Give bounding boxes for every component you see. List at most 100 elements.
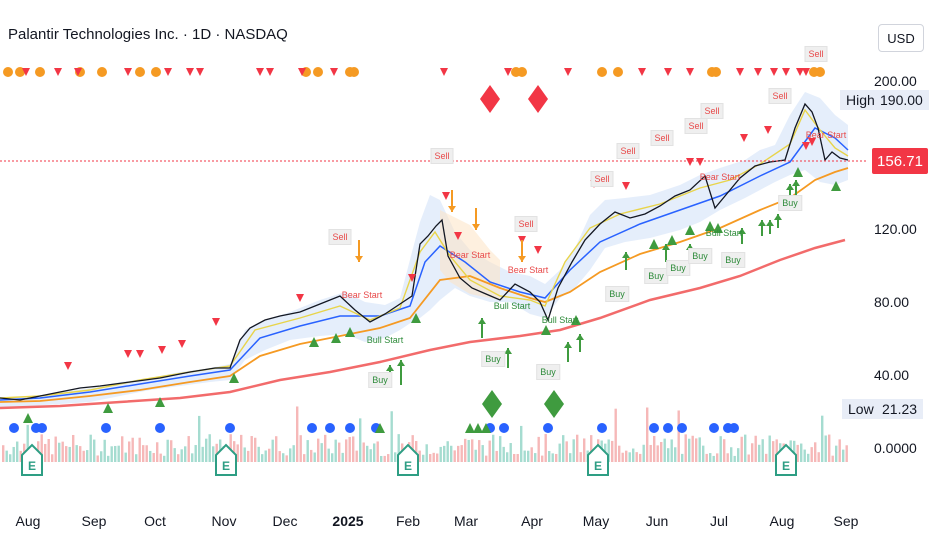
- volume-bar: [530, 447, 533, 462]
- orange-dot: [815, 67, 825, 77]
- volume-bar: [292, 445, 295, 462]
- volume-bar: [614, 408, 617, 462]
- sell-triangle: [534, 246, 542, 254]
- volume-bar: [467, 439, 470, 462]
- volume-tick-0: 0.0000: [874, 440, 917, 456]
- volume-bar: [261, 454, 264, 462]
- volume-bar: [282, 453, 285, 462]
- last-price-tag: 156.71: [872, 148, 928, 174]
- volume-bar: [310, 449, 313, 462]
- time-tick: May: [582, 513, 610, 529]
- volume-bar: [422, 454, 425, 462]
- buy-triangle: [465, 423, 475, 433]
- buy-label: Buy: [721, 252, 745, 268]
- volume-bar: [40, 434, 43, 462]
- volume-bar: [492, 434, 495, 462]
- volume-bar: [719, 436, 722, 462]
- sell-triangle-top: [22, 68, 30, 76]
- volume-bar: [201, 446, 204, 462]
- signal-arrow-head: [786, 184, 794, 190]
- buy-triangle: [309, 337, 319, 347]
- volume-bar: [579, 452, 582, 462]
- currency-selector[interactable]: USD: [878, 24, 924, 52]
- volume-bar: [642, 444, 645, 462]
- blue-dot: [729, 423, 739, 433]
- sell-triangle: [764, 126, 772, 134]
- sell-triangle-top: [256, 68, 264, 76]
- volume-bar: [803, 449, 806, 462]
- orange-dot: [15, 67, 25, 77]
- volume-bar: [229, 434, 232, 462]
- volume-bar: [152, 452, 155, 462]
- sell-triangle-top: [770, 68, 778, 76]
- volume-bar: [345, 439, 348, 462]
- volume-bar: [254, 437, 257, 462]
- blue-dot: [677, 423, 687, 433]
- sell-triangle: [740, 134, 748, 142]
- earnings-marker: [215, 443, 237, 476]
- volume-bar: [387, 454, 390, 462]
- volume-bar: [765, 453, 768, 462]
- buy-triangle: [667, 235, 677, 245]
- volume-bar: [842, 449, 845, 462]
- buy-diamond: [544, 390, 564, 418]
- blue-dot: [597, 423, 607, 433]
- blue-dot: [709, 423, 719, 433]
- buy-triangle: [541, 325, 551, 335]
- blue-dot: [543, 423, 553, 433]
- orange-dot: [517, 67, 527, 77]
- top-signal-row: [3, 67, 825, 77]
- price-line: [0, 102, 849, 401]
- buy-triangle: [331, 333, 341, 343]
- volume-bar: [208, 434, 211, 462]
- blue-dot: [345, 423, 355, 433]
- blue-dot: [499, 423, 509, 433]
- volume-bar: [12, 446, 15, 462]
- volume-bar: [44, 443, 47, 462]
- bottom-signal-row: [9, 423, 739, 433]
- volume-bars: [2, 406, 848, 462]
- sell-triangle-top: [54, 68, 62, 76]
- volume-bar: [488, 440, 491, 462]
- volume-bar: [628, 452, 631, 462]
- signal-arrow-head: [518, 256, 526, 262]
- volume-bar: [810, 447, 813, 462]
- time-tick: Apr: [521, 513, 543, 529]
- volume-bar: [761, 439, 764, 462]
- volume-bar: [817, 452, 820, 462]
- blue-dot: [9, 423, 19, 433]
- volume-bar: [691, 435, 694, 462]
- volume-bar: [352, 436, 355, 462]
- volume-bar: [250, 436, 253, 462]
- signal-arrow-head: [397, 360, 405, 366]
- sell-triangle-top: [74, 68, 82, 76]
- bull-start-label: Bull Start: [366, 335, 404, 345]
- volume-bar: [621, 452, 624, 462]
- orange-dot: [35, 67, 45, 77]
- sell-label: Sell: [328, 229, 352, 245]
- sell-triangle: [178, 340, 186, 348]
- volume-bar: [394, 452, 397, 462]
- volume-bar: [376, 441, 379, 462]
- volume-bar: [51, 454, 54, 462]
- bull-start-label: Bull Start: [493, 301, 531, 311]
- volume-bar: [670, 439, 673, 462]
- earnings-marker-label: E: [222, 459, 230, 473]
- sell-triangle-top: [754, 68, 762, 76]
- sell-label: Sell: [590, 171, 614, 187]
- volume-bar: [131, 437, 134, 462]
- buy-label: Buy: [368, 372, 392, 388]
- volume-bar: [145, 445, 148, 462]
- buy-label: Buy: [778, 195, 802, 211]
- sell-triangle-top: [186, 68, 194, 76]
- sell-triangle: [454, 232, 462, 240]
- volume-bar: [576, 434, 579, 462]
- sell-triangle: [136, 350, 144, 358]
- sell-triangle: [408, 274, 416, 282]
- buy-triangle: [155, 397, 165, 407]
- volume-bar: [751, 443, 754, 462]
- volume-bar: [800, 443, 803, 462]
- volume-bar: [138, 437, 141, 462]
- volume-bar: [464, 438, 467, 462]
